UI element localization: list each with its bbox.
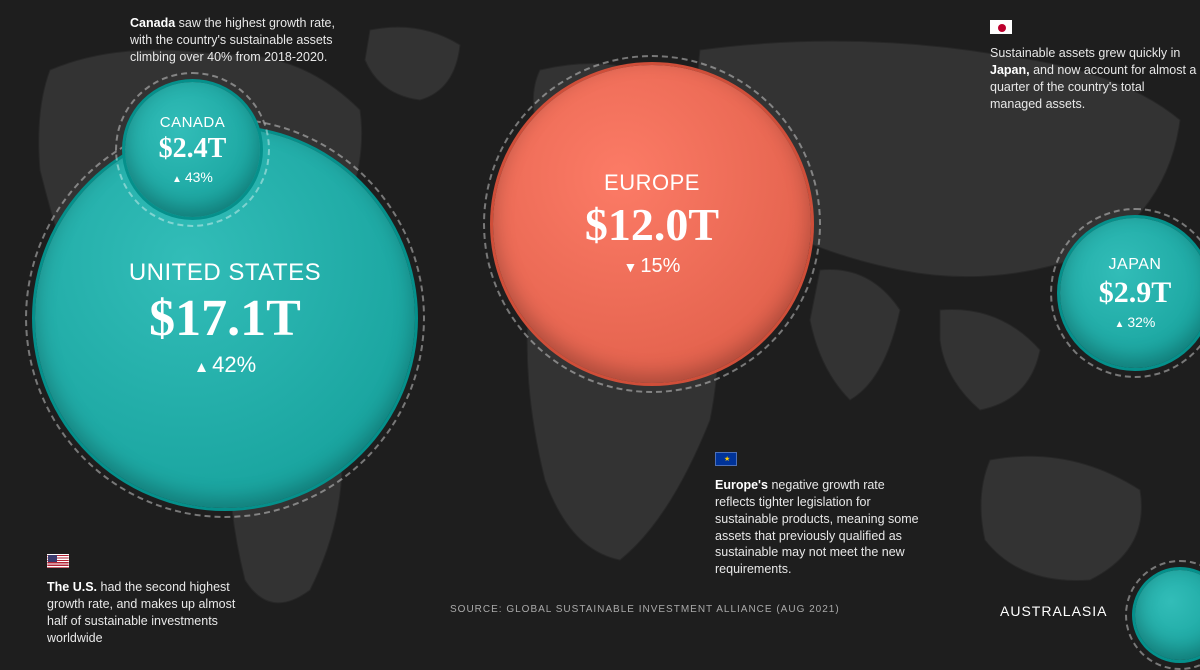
bubble-europe: EUROPE$12.0T15% bbox=[493, 65, 811, 383]
bubble-halo bbox=[483, 55, 821, 393]
bubble-japan: JAPAN$2.9T32% bbox=[1060, 218, 1200, 368]
callout-europe: Europe's negative growth rate reflects t… bbox=[715, 452, 925, 578]
australasia-label: AUSTRALASIA bbox=[1000, 603, 1107, 619]
flag-eu-icon bbox=[715, 452, 737, 466]
source-text: SOURCE: GLOBAL SUSTAINABLE INVESTMENT AL… bbox=[450, 604, 840, 615]
bubble-australasia bbox=[1135, 570, 1200, 660]
callout-text: Canada saw the highest growth rate, with… bbox=[130, 16, 335, 64]
flag-us-icon bbox=[47, 554, 69, 568]
callout-text: Europe's negative growth rate reflects t… bbox=[715, 478, 919, 576]
callout-text: Sustainable assets grew quickly in Japan… bbox=[990, 46, 1196, 111]
callout-canada: Canada saw the highest growth rate, with… bbox=[130, 15, 340, 66]
bubble-halo bbox=[115, 72, 270, 227]
flag-jp-icon bbox=[990, 20, 1012, 34]
callout-text: The U.S. had the second highest growth r… bbox=[47, 580, 235, 645]
callout-japan: Sustainable assets grew quickly in Japan… bbox=[990, 20, 1200, 112]
bubble-canada: CANADA$2.4T43% bbox=[125, 82, 260, 217]
callout-us: The U.S. had the second highest growth r… bbox=[47, 554, 257, 646]
